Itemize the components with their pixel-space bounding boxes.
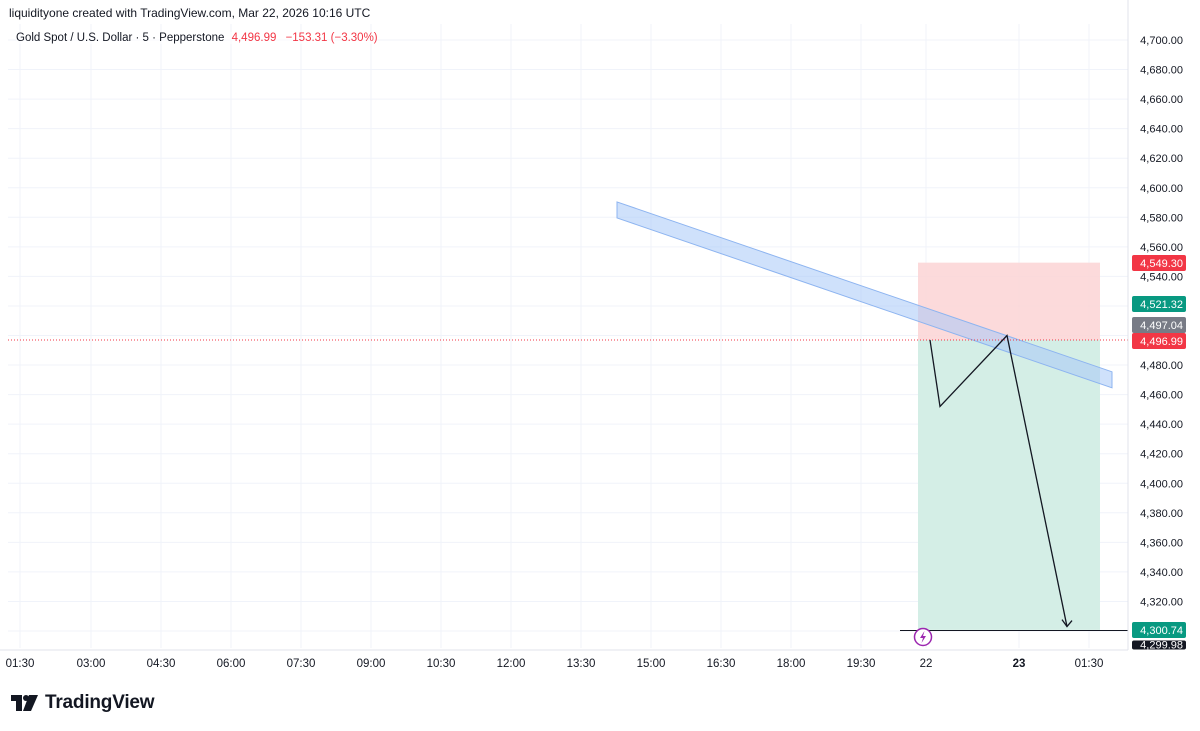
price-tick-label: 4,360.00 — [1140, 537, 1183, 549]
trend-channel[interactable] — [616, 201, 1113, 389]
price-tick-label: 4,700.00 — [1140, 35, 1183, 47]
time-tick-label: 01:30 — [1075, 658, 1104, 670]
price-tick-label: 4,340.00 — [1140, 567, 1183, 579]
price-axis[interactable]: 4,320.00 4,340.00 4,360.00 4,380.00 4,400.00… — [1127, 0, 1186, 652]
symbol-name: Gold Spot / U.S. Dollar · 5 · Pepperston… — [16, 32, 225, 44]
price-tick-label: 4,440.00 — [1140, 419, 1183, 431]
price-tick-label: 4,420.00 — [1140, 449, 1183, 461]
time-tick-label: 22 — [920, 658, 933, 670]
price-tick-label: 4,560.00 — [1140, 242, 1183, 254]
time-tick-label: 01:30 — [6, 658, 35, 670]
take-profit-zone[interactable] — [918, 339, 1100, 630]
time-tick-label: 06:00 — [217, 658, 246, 670]
chart-overlays — [8, 334, 1128, 647]
price-tick-label: 4,480.00 — [1140, 360, 1183, 372]
legend-last-price: 4,496.99 — [231, 32, 277, 44]
svg-text:4,549.30: 4,549.30 — [1140, 258, 1183, 270]
time-axis[interactable]: 01:30 03:00 04:30 06:00 07:30 09:00 10:30 12:00… — [0, 649, 1128, 670]
time-tick-label: 16:30 — [707, 658, 736, 670]
symbol-legend: Gold Spot / U.S. Dollar · 5 · Pepperston… — [16, 32, 378, 44]
price-tick-label: 4,460.00 — [1140, 390, 1183, 402]
time-tick-label: 15:00 — [637, 658, 666, 670]
time-tick-label: 18:00 — [777, 658, 806, 670]
time-tick-label: 13:30 — [567, 658, 596, 670]
time-tick-label: 04:30 — [147, 658, 176, 670]
projection-arrowhead-icon — [1061, 619, 1073, 628]
price-tick-label: 4,680.00 — [1140, 65, 1183, 77]
tradingview-brand[interactable]: TradingView — [11, 692, 155, 714]
price-tick-label: 4,400.00 — [1140, 478, 1183, 490]
svg-text:4,299.98: 4,299.98 — [1140, 640, 1183, 652]
brand-name: TradingView — [45, 692, 155, 713]
price-tick-label: 4,380.00 — [1140, 508, 1183, 520]
price-badge[interactable]: 4,521.32 — [1132, 296, 1186, 312]
time-tick-label: 03:00 — [77, 658, 106, 670]
svg-text:4,496.99: 4,496.99 — [1140, 336, 1183, 348]
time-tick-label: 09:00 — [357, 658, 386, 670]
price-badge[interactable]: 4,549.30 — [1132, 255, 1186, 271]
time-tick-label: 12:00 — [497, 658, 526, 670]
price-badge[interactable]: 4,299.98 — [1132, 640, 1186, 652]
price-tick-label: 4,540.00 — [1140, 271, 1183, 283]
price-tick-label: 4,600.00 — [1140, 183, 1183, 195]
chart-attribution: liquidityone created with TradingView.co… — [9, 6, 371, 20]
price-tick-label: 4,620.00 — [1140, 153, 1183, 165]
price-tick-label: 4,660.00 — [1140, 94, 1183, 106]
time-tick-label: 10:30 — [427, 658, 456, 670]
time-tick-label: 23 — [1013, 658, 1026, 670]
tradingview-logo-icon — [11, 695, 38, 711]
price-badge[interactable]: 4,300.74 — [1132, 622, 1186, 638]
legend-change: −153.31 (−3.30%) — [285, 32, 378, 44]
price-tick-label: 4,320.00 — [1140, 596, 1183, 608]
svg-text:4,300.74: 4,300.74 — [1140, 625, 1183, 637]
price-tick-label: 4,580.00 — [1140, 212, 1183, 224]
price-badge[interactable]: 4,496.99 — [1132, 333, 1186, 349]
price-badge[interactable]: 4,497.04 — [1132, 317, 1186, 333]
projection-path[interactable] — [929, 334, 1068, 627]
position-zones — [918, 262, 1100, 630]
lightning-icon[interactable] — [913, 627, 933, 647]
trend-channel-band[interactable] — [616, 201, 1113, 389]
time-tick-label: 07:30 — [287, 658, 316, 670]
price-tick-label: 4,640.00 — [1140, 124, 1183, 136]
svg-text:4,521.32: 4,521.32 — [1140, 299, 1183, 311]
time-tick-label: 19:30 — [847, 658, 876, 670]
svg-text:4,497.04: 4,497.04 — [1140, 320, 1183, 332]
